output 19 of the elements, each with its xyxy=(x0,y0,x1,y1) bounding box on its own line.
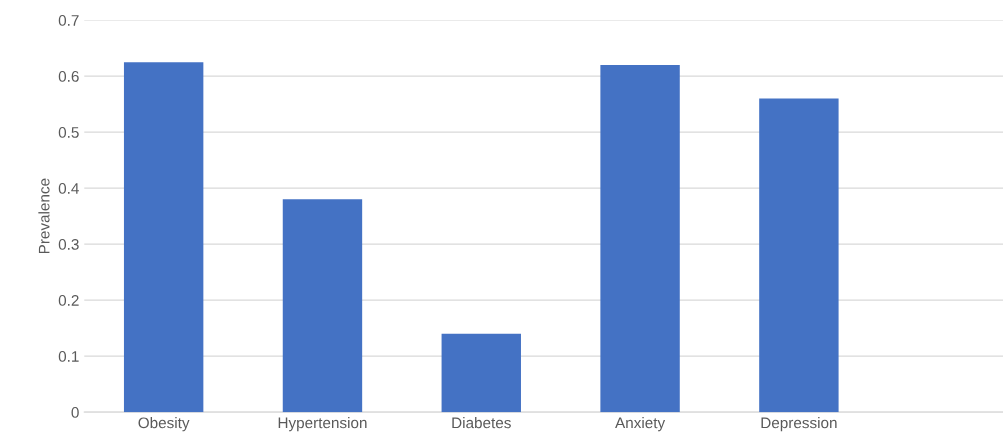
x-tick-label: Anxiety xyxy=(615,417,666,432)
bar xyxy=(759,98,839,413)
bar xyxy=(441,333,521,413)
y-tick-label: 0.7 xyxy=(58,15,79,26)
y-tick-label: 0.6 xyxy=(58,71,79,82)
y-axis-title: Prevalence xyxy=(38,178,50,254)
y-tick-label: 0.4 xyxy=(58,183,79,194)
bar xyxy=(282,199,363,413)
y-tick-label: 0.1 xyxy=(58,351,79,362)
y-tick-label: 0 xyxy=(71,407,79,418)
x-tick-label: Hypertension xyxy=(278,417,367,432)
y-tick-label: 0.5 xyxy=(58,127,79,138)
y-tick-label: 0.2 xyxy=(58,295,79,306)
bar xyxy=(123,62,204,413)
x-tick-label: Obesity xyxy=(138,417,190,432)
x-tick-label: Diabetes xyxy=(452,417,511,429)
bar xyxy=(600,64,680,413)
y-tick-label: 0.3 xyxy=(58,239,79,250)
x-tick-label: Depression xyxy=(761,417,837,432)
